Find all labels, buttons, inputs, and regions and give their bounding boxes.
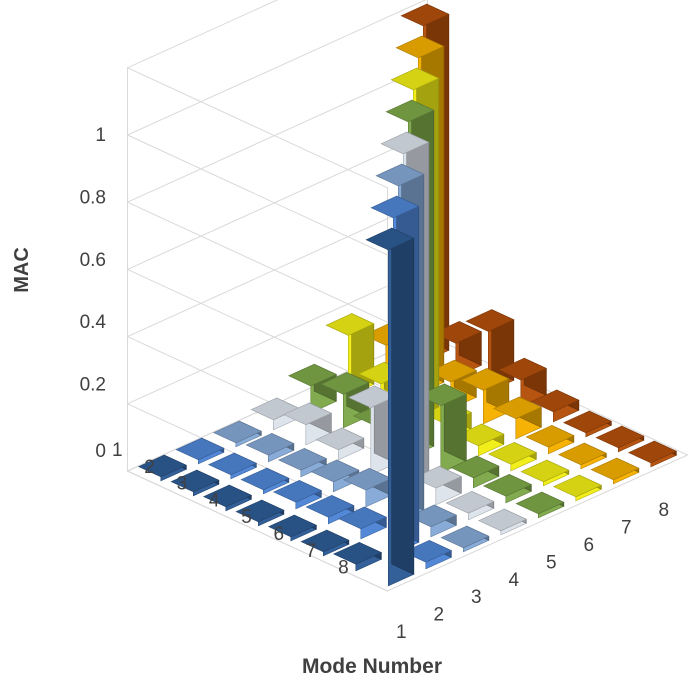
mode-a-tick-label: 5 bbox=[241, 507, 252, 528]
bar-mode-4-1 bbox=[267, 514, 318, 542]
bar-mode-4-8 bbox=[530, 389, 580, 423]
bar-mode-3-7 bbox=[525, 424, 575, 455]
bar-mode-3-2 bbox=[337, 506, 388, 540]
mode-b-tick-label: 5 bbox=[546, 552, 557, 573]
bar-mode-1-8 bbox=[627, 440, 678, 468]
bar-mode-2-4 bbox=[445, 490, 495, 521]
gridline bbox=[126, 65, 428, 323]
bar-mode-7-1 bbox=[170, 469, 220, 497]
bar-mode-1-5 bbox=[515, 491, 565, 519]
bar-mode-7-4 bbox=[282, 402, 333, 446]
bar-mode-5-2 bbox=[272, 479, 323, 510]
mode-a-tick-label: 8 bbox=[338, 558, 349, 579]
bar-mode-1-6 bbox=[552, 474, 603, 502]
bar-mode-1-3 bbox=[440, 525, 490, 553]
bar-mode-2-1 bbox=[332, 541, 383, 572]
z-tick-label: 0.2 bbox=[80, 375, 106, 396]
z-tick-label: 0.8 bbox=[80, 187, 106, 208]
bar-mode-2-5 bbox=[482, 473, 533, 504]
bar-mode-2-8 bbox=[595, 425, 645, 453]
bars bbox=[137, 3, 678, 587]
bar-mode-8-1 bbox=[137, 454, 188, 482]
bar-mode-7-2 bbox=[207, 452, 258, 480]
bar-mode-7-3 bbox=[245, 432, 295, 463]
mode-b-tick-label: 3 bbox=[471, 587, 482, 608]
bar-mode-2-3 bbox=[407, 504, 458, 538]
mode-b-tick-label: 2 bbox=[434, 605, 445, 626]
mode-b-tick-label: 7 bbox=[621, 518, 632, 539]
mode-a-tick-label: 7 bbox=[306, 541, 317, 562]
bar-mode-4-2 bbox=[305, 494, 355, 525]
bar-mode-8-3 bbox=[212, 420, 263, 448]
z-axis-title: MAC bbox=[11, 247, 33, 293]
bar-mode-6-1 bbox=[202, 484, 253, 512]
mode-a-tick-label: 3 bbox=[177, 474, 188, 495]
x-axis-title: Mode Number bbox=[302, 655, 442, 678]
mode-b-tick-label: 4 bbox=[509, 570, 520, 591]
bar-mode-3-8 bbox=[562, 410, 613, 438]
bar-mode-1-2 bbox=[402, 539, 453, 570]
bar-mode-3-5 bbox=[450, 455, 500, 489]
bar-mode-3-4 bbox=[412, 465, 463, 506]
mode-a-tick-label: 6 bbox=[274, 524, 285, 545]
gridline bbox=[126, 132, 428, 390]
bar-mode-6-3 bbox=[277, 447, 328, 478]
bar-mode-5-1 bbox=[235, 499, 285, 527]
z-tick-label: 0.4 bbox=[80, 312, 107, 333]
bar-mode-3-1 bbox=[300, 529, 350, 557]
z-tick-label: 0.6 bbox=[80, 250, 106, 271]
z-tick-label: 1 bbox=[95, 125, 106, 146]
bar-mode-6-4 bbox=[315, 427, 365, 461]
z-axis: 0 0.2 0.4 0.6 0.8 1 MAC bbox=[11, 125, 106, 462]
mode-a-tick-label: 1 bbox=[112, 440, 123, 461]
bar-mode-3-6 bbox=[487, 441, 538, 472]
mode-b-tick-label: 6 bbox=[584, 535, 595, 556]
mode-b-ticks: 1 2 3 4 5 6 7 8 bbox=[396, 500, 669, 643]
bar-mode-8-2 bbox=[175, 437, 225, 465]
bar-mode-2-7 bbox=[557, 442, 608, 470]
bar-mode-4-7 bbox=[492, 396, 543, 440]
mode-a-tick-label: 4 bbox=[209, 490, 220, 511]
bar-mode-1-4 bbox=[477, 508, 528, 536]
bar-mode-4-3 bbox=[342, 467, 393, 508]
bar-mode-1-7 bbox=[590, 457, 640, 485]
mode-b-tick-label: 8 bbox=[659, 500, 670, 521]
z-tick-label: 0 bbox=[95, 441, 106, 462]
bar-mode-4-5 bbox=[417, 383, 468, 474]
gridline bbox=[126, 0, 427, 256]
mode-b-tick-label: 1 bbox=[396, 622, 407, 643]
bar-mode-1-1 bbox=[365, 227, 415, 587]
bar-mode-5-8 bbox=[497, 357, 548, 408]
bar-mode-2-6 bbox=[520, 459, 570, 487]
mode-a-ticks: 12 345 678 bbox=[112, 440, 349, 579]
mode-a-tick-label: 2 bbox=[144, 457, 155, 478]
bar-mode-6-2 bbox=[240, 467, 290, 495]
